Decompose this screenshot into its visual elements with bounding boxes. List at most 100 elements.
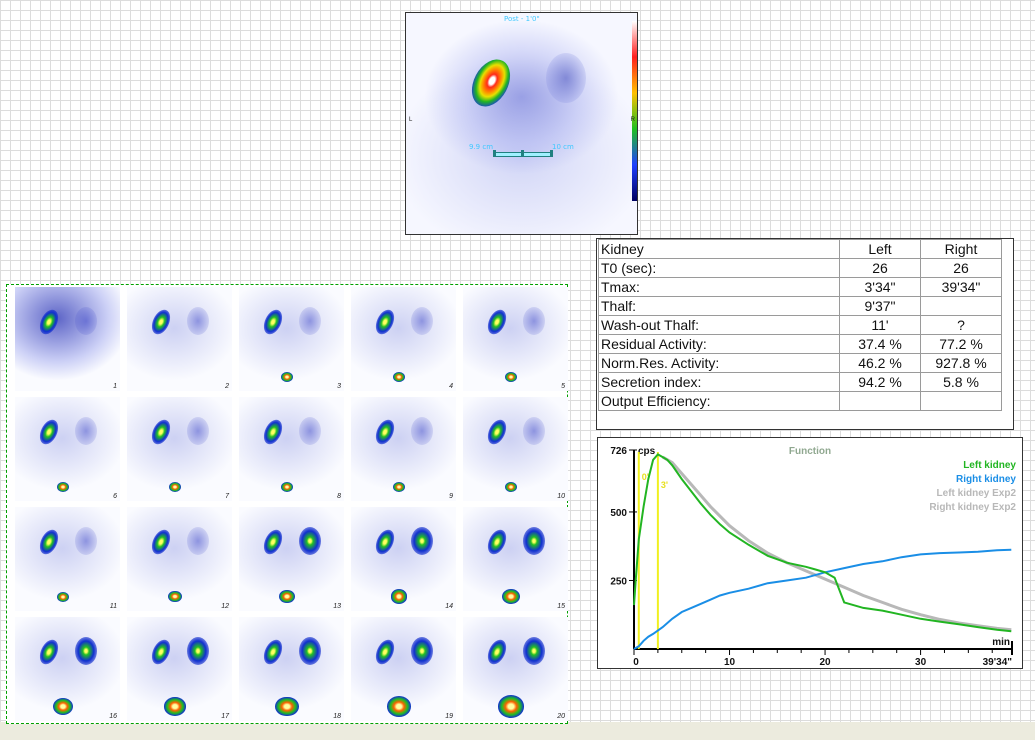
frame-right-kidney <box>299 637 321 665</box>
frame-bladder <box>275 696 299 717</box>
frame-bladder <box>501 588 521 605</box>
table-row: T0 (sec): 26 26 <box>598 258 1002 278</box>
frame-number: 17 <box>221 713 229 720</box>
frame-thumbnail[interactable]: 12 <box>127 507 232 611</box>
frame-number: 7 <box>225 493 229 500</box>
frame-thumbnail[interactable]: 8 <box>239 397 344 501</box>
frame-thumbnail[interactable]: 4 <box>351 287 456 391</box>
table-row: Tmax: 3'34" 39'34" <box>598 277 1002 297</box>
frame-thumbnail[interactable]: 15 <box>463 507 568 611</box>
table-row: Residual Activity: 37.4 % 77.2 % <box>598 334 1002 354</box>
frame-number: 11 <box>109 603 117 610</box>
frame-right-kidney <box>75 307 97 335</box>
frame-thumbnail[interactable]: 10 <box>463 397 568 501</box>
right-value: 26 <box>920 258 1002 278</box>
frame-number: 10 <box>557 493 565 500</box>
frame-thumbnail[interactable]: 3 <box>239 287 344 391</box>
frame-bladder <box>168 590 182 603</box>
frame-thumbnail[interactable]: 19 <box>351 617 456 721</box>
row-label: Thalf: <box>598 296 840 316</box>
frame-thumbnail[interactable]: 1 <box>15 287 120 391</box>
frame-number: 2 <box>225 383 229 390</box>
table-row: Norm.Res. Activity: 46.2 % 927.8 % <box>598 353 1002 373</box>
measurement-ruler[interactable] <box>493 150 553 157</box>
left-value <box>839 391 921 411</box>
x-tick-label: 10 <box>724 657 736 668</box>
frame-right-kidney <box>411 307 433 335</box>
row-label: Output Efficiency: <box>598 391 840 411</box>
legend-entry: Right kidney <box>956 474 1016 485</box>
right-value: 77.2 % <box>920 334 1002 354</box>
row-label: T0 (sec): <box>598 258 840 278</box>
frame-thumbnail[interactable]: 5 <box>463 287 568 391</box>
frame-right-kidney <box>411 527 433 555</box>
frame-thumbnail[interactable]: 17 <box>127 617 232 721</box>
x-axis-label: min <box>992 637 1010 648</box>
frame-right-kidney <box>187 417 209 445</box>
frame-thumbnail[interactable]: 13 <box>239 507 344 611</box>
right-value: 927.8 % <box>920 353 1002 373</box>
table-header-row: Kidney Left Right <box>598 239 1002 259</box>
series-line-right-kidney <box>633 548 1012 650</box>
ruler-handle-middle[interactable] <box>521 150 524 157</box>
frame-bladder <box>393 481 405 492</box>
x-tick-label: 30 <box>915 657 927 668</box>
frame-right-kidney <box>299 307 321 335</box>
frame-right-kidney <box>75 417 97 445</box>
series-line-left-kidney-exp2 <box>661 455 1012 632</box>
frame-right-kidney <box>523 527 545 555</box>
frame-right-kidney <box>75 527 97 555</box>
left-value: Left <box>839 239 921 259</box>
y-tick-label: 250 <box>610 576 627 587</box>
frame-number: 3 <box>337 383 341 390</box>
frame-number: 20 <box>557 713 565 720</box>
frame-number: 13 <box>333 603 341 610</box>
frame-bladder <box>390 589 408 604</box>
time-marker-label: 3' <box>661 480 668 490</box>
row-label: Secretion index: <box>598 372 840 392</box>
frame-number: 5 <box>561 383 565 390</box>
frame-thumbnail[interactable]: 6 <box>15 397 120 501</box>
frame-background <box>15 287 120 391</box>
frame-bladder <box>505 481 517 492</box>
frame-number: 15 <box>557 603 565 610</box>
frame-thumbnail[interactable]: 2 <box>127 287 232 391</box>
series-line-left-kidney <box>633 453 1012 633</box>
frame-bladder <box>164 697 186 716</box>
x-tick-label: 20 <box>819 657 831 668</box>
frame-number: 12 <box>221 603 229 610</box>
frame-right-kidney <box>411 637 433 665</box>
frame-thumbnail[interactable]: 11 <box>15 507 120 611</box>
frame-number: 1 <box>113 383 117 390</box>
frame-number: 16 <box>109 713 117 720</box>
table-row: Thalf: 9'37" <box>598 296 1002 316</box>
renogram-svg: 250 500 726 0 10 20 30 39'34" cps min Function 0' 3'… <box>610 446 1016 668</box>
frame-right-kidney <box>187 637 209 665</box>
left-side-marker: L <box>409 117 413 123</box>
left-value: 94.2 % <box>839 372 921 392</box>
frame-right-kidney <box>75 637 97 665</box>
right-side-marker: R <box>630 117 635 123</box>
right-value: 5.8 % <box>920 372 1002 392</box>
chart-title: Function <box>789 446 831 457</box>
renal-scan-image[interactable]: Post - 1'0" L R 9.9 cm 10 cm <box>405 12 638 235</box>
ruler-handle-left[interactable] <box>493 150 496 157</box>
y-axis-label: cps <box>638 446 656 457</box>
frame-number: 19 <box>445 713 453 720</box>
frame-right-kidney <box>187 307 209 335</box>
frame-thumbnail[interactable]: 7 <box>127 397 232 501</box>
frame-thumbnail[interactable]: 16 <box>15 617 120 721</box>
status-strip <box>0 722 1035 740</box>
row-label: Norm.Res. Activity: <box>598 353 840 373</box>
frame-number: 4 <box>449 383 453 390</box>
frame-thumbnail[interactable]: 18 <box>239 617 344 721</box>
frame-thumbnail[interactable]: 14 <box>351 507 456 611</box>
left-value: 26 <box>839 258 921 278</box>
frame-number: 9 <box>449 493 453 500</box>
ruler-handle-right[interactable] <box>550 150 553 157</box>
frame-thumbnail[interactable]: 9 <box>351 397 456 501</box>
frame-thumbnail[interactable]: 20 <box>463 617 568 721</box>
frame-number: 14 <box>445 603 453 610</box>
frame-background <box>127 287 232 391</box>
row-label: Residual Activity: <box>598 334 840 354</box>
